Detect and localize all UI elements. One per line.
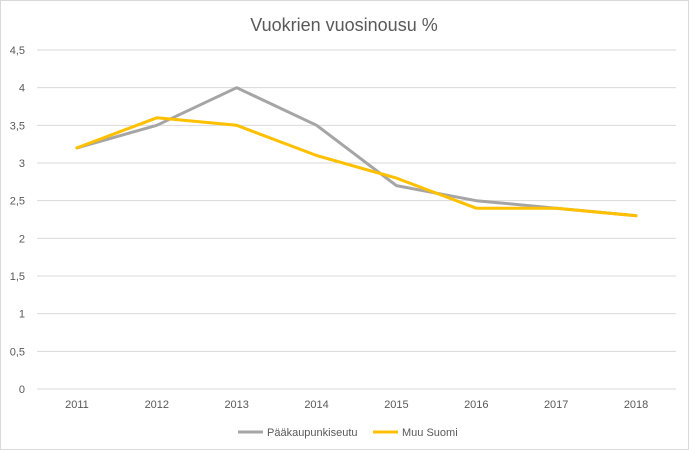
y-tick-label: 4 [19, 83, 25, 95]
x-tick-label: 2015 [384, 399, 408, 411]
legend: Pääkaupunkiseutu Muu Suomi [238, 427, 458, 439]
y-tick-label: 0,5 [10, 346, 25, 358]
x-tick-label: 2013 [224, 399, 248, 411]
x-tick-label: 2012 [145, 399, 169, 411]
y-tick-label: 1,5 [10, 271, 25, 283]
y-tick-label: 2 [19, 233, 25, 245]
series-line-0 [75, 86, 638, 218]
series-line-1 [75, 116, 638, 218]
gridlines [37, 49, 676, 390]
legend-label-1: Muu Suomi [402, 427, 458, 439]
y-tick-label: 0 [19, 384, 25, 396]
x-tick-label: 2018 [624, 399, 648, 411]
x-tick-label: 2016 [464, 399, 488, 411]
x-tick-label: 2011 [65, 399, 89, 411]
series-lines [75, 86, 638, 218]
y-tick-label: 1 [19, 309, 25, 321]
y-axis-ticks: 0 0,5 1 1,5 2 2,5 3 3,5 4 4,5 [10, 45, 25, 396]
y-tick-label: 3 [19, 158, 25, 170]
y-tick-label: 3,5 [10, 120, 25, 132]
legend-label-0: Pääkaupunkiseutu [267, 427, 358, 439]
y-tick-label: 2,5 [10, 196, 25, 208]
chart-title: Vuokrien vuosinousu % [250, 15, 437, 35]
x-axis-ticks: 2011 2012 2013 2014 2015 2016 2017 2018 [65, 399, 648, 411]
x-tick-label: 2014 [304, 399, 328, 411]
y-tick-label: 4,5 [10, 45, 25, 57]
x-tick-label: 2017 [544, 399, 568, 411]
